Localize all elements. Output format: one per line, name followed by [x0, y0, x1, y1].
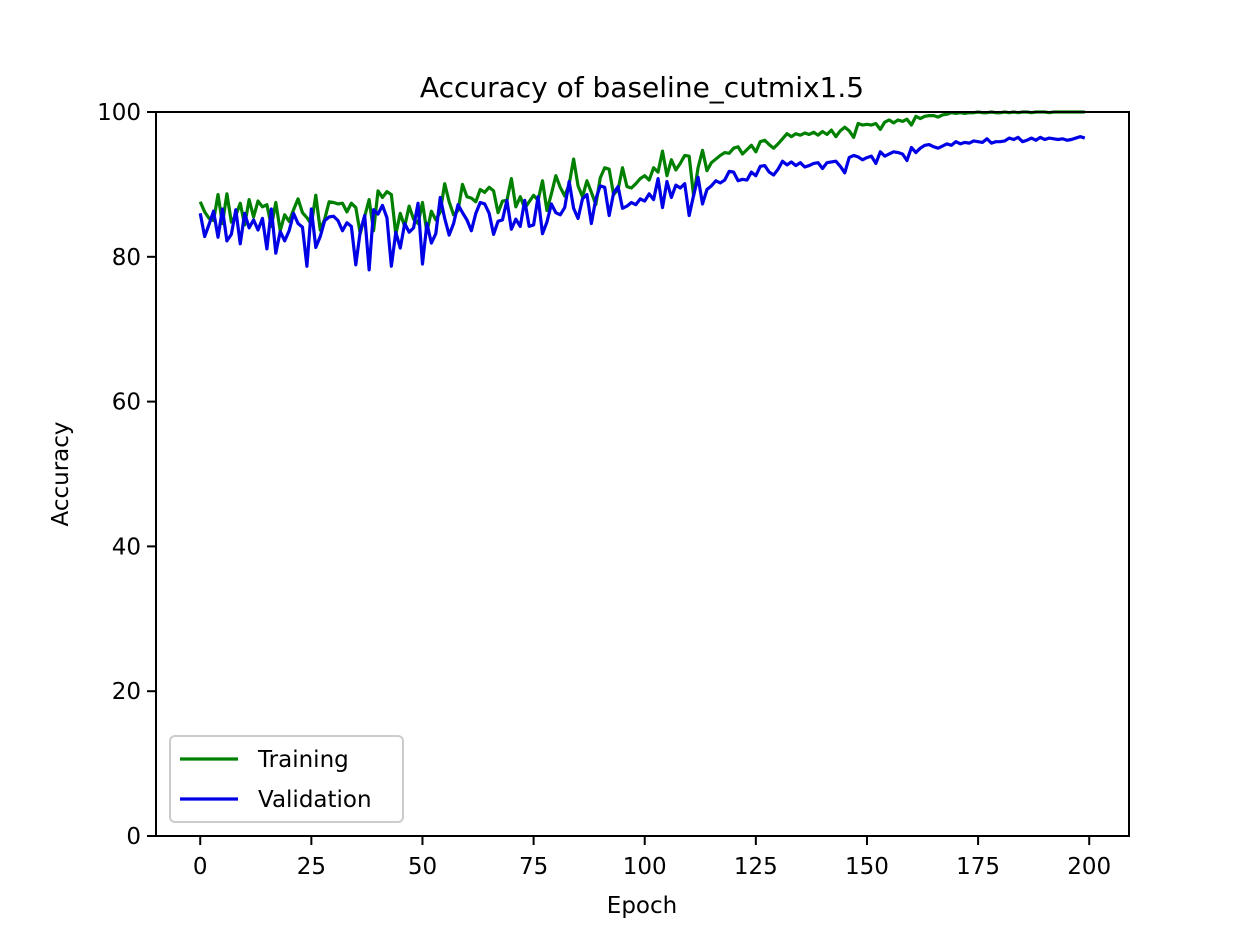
x-tick-label: 175	[956, 854, 1000, 880]
data-line	[198, 110, 1085, 236]
x-tick-label: 100	[623, 854, 667, 880]
legend-label: Training	[257, 747, 349, 773]
chart-title: Accuracy of baseline_cutmix1.5	[420, 71, 864, 104]
y-tick-label: 80	[112, 245, 141, 271]
x-tick-label: 50	[408, 854, 437, 880]
x-tick-label: 125	[734, 854, 778, 880]
x-tick-label: 150	[845, 854, 889, 880]
y-tick-label: 40	[112, 534, 141, 560]
y-tick-label: 100	[97, 100, 141, 126]
y-tick-label: 20	[112, 679, 141, 705]
legend-label: Validation	[258, 787, 372, 813]
x-tick-label: 0	[193, 854, 208, 880]
y-tick-label: 0	[126, 824, 141, 850]
x-tick-label: 75	[519, 854, 548, 880]
x-tick-label: 25	[297, 854, 326, 880]
x-tick-label: 200	[1067, 854, 1111, 880]
data-line	[198, 135, 1086, 272]
y-tick-label: 60	[112, 390, 141, 416]
x-axis-label: Epoch	[607, 893, 677, 919]
y-axis-label: Accuracy	[48, 421, 74, 526]
plot-frame	[155, 111, 1130, 837]
